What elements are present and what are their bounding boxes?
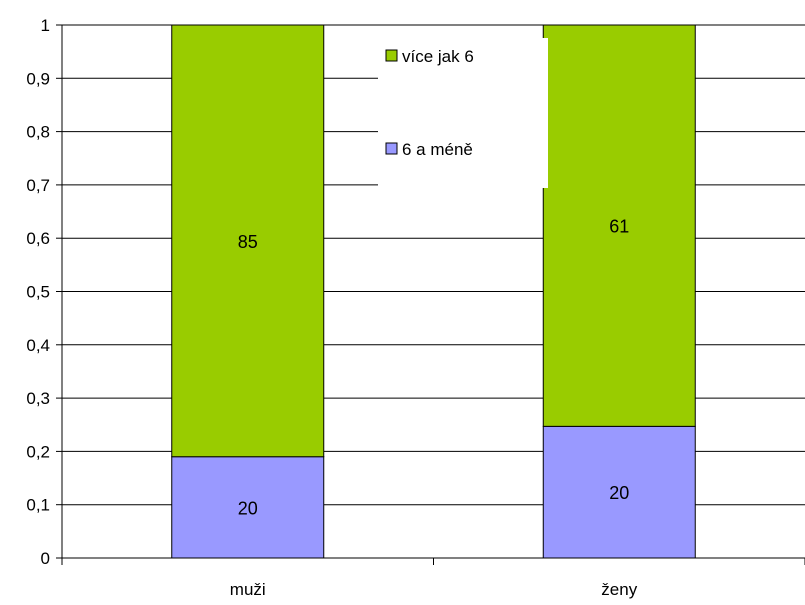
y-tick-label: 0,5 xyxy=(26,283,50,302)
legend-swatch xyxy=(385,142,398,155)
y-tick-label: 0,4 xyxy=(26,336,50,355)
data-label: 61 xyxy=(609,217,629,237)
y-tick-label: 0 xyxy=(41,549,50,568)
legend-background xyxy=(378,38,548,188)
legend-label: více jak 6 xyxy=(402,47,474,66)
data-label: 85 xyxy=(238,232,258,252)
y-tick-label: 0,2 xyxy=(26,442,50,461)
legend-label: 6 a méně xyxy=(402,140,473,159)
bar-segment-more-than-six xyxy=(542,24,696,427)
x-category-label: ženy xyxy=(601,580,637,599)
x-category-label: muži xyxy=(230,580,266,599)
y-tick-label: 0,6 xyxy=(26,229,50,248)
bars: 20 85 20 61 xyxy=(171,24,696,559)
bar-segment-more-than-six xyxy=(171,24,325,458)
y-tick-label: 1 xyxy=(41,16,50,35)
y-tick-label: 0,3 xyxy=(26,389,50,408)
y-tick-label: 0,7 xyxy=(26,176,50,195)
y-tick-label: 0,9 xyxy=(26,69,50,88)
data-label: 20 xyxy=(238,498,258,518)
y-tick-label: 0,1 xyxy=(26,496,50,515)
axes: 0 0,1 0,2 0,3 0,4 0,5 0,6 0,7 0,8 0,9 1 muži ženy xyxy=(26,16,805,599)
data-label: 20 xyxy=(609,483,629,503)
legend: více jak 6 6 a méně xyxy=(378,38,548,188)
y-tick-label: 0,8 xyxy=(26,123,50,142)
legend-swatch xyxy=(385,49,398,62)
